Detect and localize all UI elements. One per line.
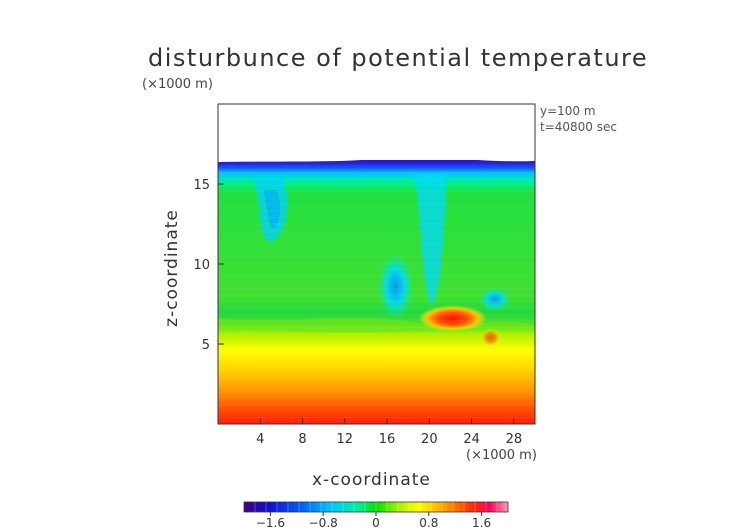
x-unit-label: (×1000 m) bbox=[466, 448, 537, 463]
cold-plume-right bbox=[414, 174, 447, 306]
x-tick-label: 20 bbox=[421, 432, 438, 447]
warm-anomaly-tail bbox=[480, 328, 501, 347]
colorbar-tick-label: 0.8 bbox=[419, 516, 438, 530]
x-tick-label: 8 bbox=[298, 432, 306, 447]
x-tick-label: 16 bbox=[379, 432, 396, 447]
y-tick-label: 15 bbox=[193, 178, 210, 193]
annotation-t: t=40800 sec bbox=[540, 120, 617, 134]
axis-ticks: 4 8 12 16 20 24 28 5 10 15 bbox=[193, 178, 522, 447]
warm-anomaly bbox=[418, 305, 487, 332]
field-empty-region bbox=[218, 104, 535, 156]
colorbar-tick-label: −0.8 bbox=[309, 516, 338, 530]
cold-patch-right bbox=[478, 287, 511, 312]
x-tick-label: 28 bbox=[506, 432, 523, 447]
annotation-y: y=100 m bbox=[540, 104, 596, 118]
y-tick-label: 5 bbox=[202, 338, 210, 353]
colorbar-tick-label: 0 bbox=[372, 516, 380, 530]
y-tick-label: 10 bbox=[193, 258, 210, 273]
colorbar-tick-label: −1.6 bbox=[256, 516, 285, 530]
x-tick-label: 24 bbox=[463, 432, 480, 447]
x-tick-label: 4 bbox=[256, 432, 264, 447]
z-unit-label: (×1000 m) bbox=[142, 77, 213, 92]
colorbar: −1.6 −0.8 0 0.8 1.6 bbox=[243, 501, 509, 530]
cold-plume-left-core bbox=[263, 190, 281, 229]
temperature-field bbox=[218, 104, 535, 424]
x-axis-label: x-coordinate bbox=[312, 470, 431, 490]
cold-patch-center bbox=[377, 252, 414, 321]
colorbar-tick-label: 1.6 bbox=[472, 516, 491, 530]
x-tick-label: 12 bbox=[337, 432, 354, 447]
chart-title: disturbunce of potential temperature bbox=[148, 44, 649, 72]
